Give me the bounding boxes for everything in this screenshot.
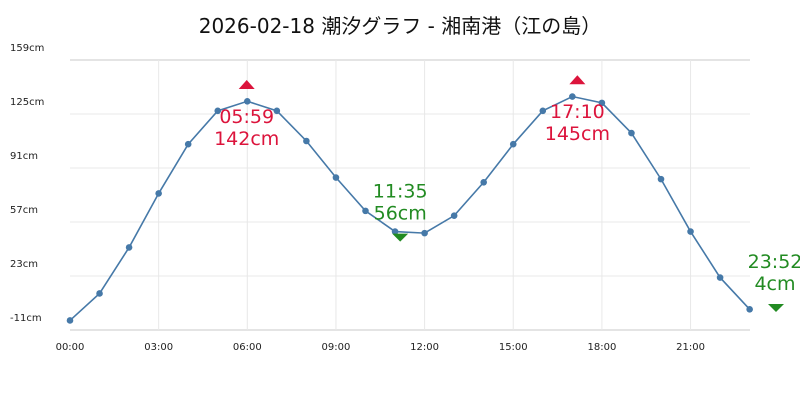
data-point <box>184 140 192 148</box>
high-tide-marker-icon <box>569 75 586 85</box>
data-point <box>66 317 74 324</box>
data-point <box>569 93 576 100</box>
data-point <box>450 212 458 219</box>
y-tick-label: 125cm <box>10 97 44 108</box>
data-point <box>244 97 251 105</box>
low-tide-time: 11:35 <box>373 181 428 203</box>
low-tide-marker-icon <box>768 304 784 312</box>
y-tick-label: -11cm <box>10 313 42 324</box>
x-tick-label: 21:00 <box>676 342 705 353</box>
high-tide-level: 145cm <box>545 123 610 145</box>
data-point <box>598 99 606 107</box>
data-point <box>687 228 694 235</box>
low-tide-level: 56cm <box>374 203 427 225</box>
data-point <box>421 229 428 237</box>
low-tide-marker-icon <box>392 233 409 242</box>
y-tick-label: 23cm <box>10 259 38 270</box>
x-tick-label: 15:00 <box>499 342 528 353</box>
y-tick-label: 57cm <box>10 205 38 216</box>
data-point <box>480 178 488 186</box>
tide-line <box>69 95 751 322</box>
data-point <box>96 290 103 297</box>
data-point <box>657 175 665 183</box>
data-point <box>303 137 310 145</box>
high-tide-marker-icon <box>238 80 255 89</box>
y-tick-label: 159cm <box>10 43 44 54</box>
data-point <box>746 306 753 313</box>
data-point <box>509 140 517 148</box>
high-tide-level: 142cm <box>214 128 279 150</box>
x-tick-label: 00:00 <box>56 342 85 353</box>
x-tick-label: 09:00 <box>322 342 351 353</box>
data-point <box>539 107 547 115</box>
data-point <box>391 228 399 235</box>
chart-title: 2026-02-18 潮汐グラフ - 湘南港（江の島） <box>198 14 602 38</box>
data-point <box>214 107 222 115</box>
x-tick-label: 18:00 <box>587 342 616 353</box>
low-tide-level: 4cm <box>754 273 795 295</box>
high-tide-time: 17:10 <box>550 101 605 123</box>
high-tide-time: 05:59 <box>219 106 274 128</box>
x-tick-label: 12:00 <box>410 342 439 353</box>
data-point <box>125 244 133 251</box>
y-tick-label: 91cm <box>10 151 38 162</box>
data-point <box>332 174 340 181</box>
data-point <box>362 207 369 215</box>
data-point <box>273 107 281 115</box>
x-tick-label: 03:00 <box>144 342 173 353</box>
x-tick-label: 06:00 <box>233 342 262 353</box>
data-point <box>155 190 162 197</box>
data-point <box>628 129 635 137</box>
low-tide-time: 23:52 <box>748 251 800 273</box>
data-point <box>716 274 724 281</box>
